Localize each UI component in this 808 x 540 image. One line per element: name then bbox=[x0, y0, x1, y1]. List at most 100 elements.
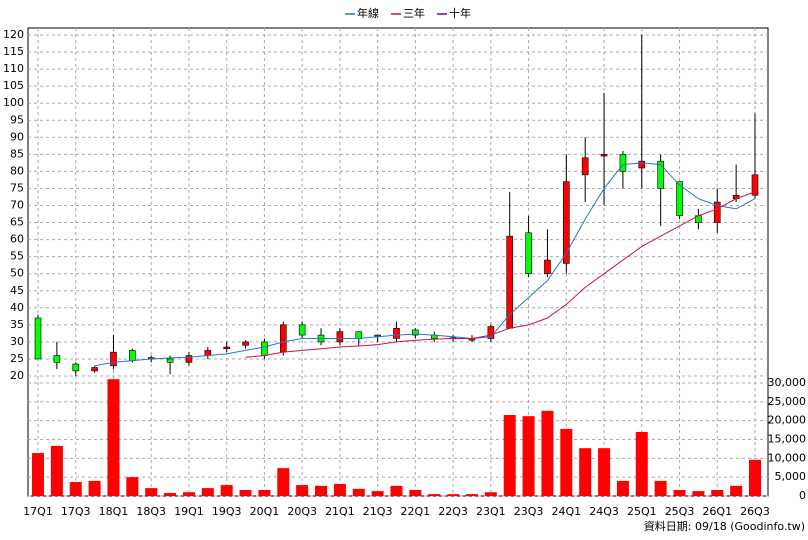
volume-bar bbox=[32, 453, 44, 496]
volume-bar bbox=[239, 489, 252, 496]
candle-body bbox=[223, 346, 230, 350]
candle-body bbox=[91, 367, 98, 372]
x-tick-label: 20Q3 bbox=[287, 505, 317, 518]
y-tick-label: 20 bbox=[10, 369, 24, 382]
y-tick-label: 55 bbox=[10, 250, 24, 263]
y-tick-label: 90 bbox=[10, 130, 24, 143]
candle-body bbox=[279, 324, 287, 353]
y2-tick-label: 0 bbox=[799, 489, 806, 502]
y-tick-label: 85 bbox=[10, 147, 24, 160]
volume-bar bbox=[220, 485, 233, 496]
ma-line bbox=[245, 191, 756, 358]
x-tick-label: 26Q3 bbox=[740, 505, 770, 518]
x-tick-label: 18Q1 bbox=[99, 505, 129, 518]
candle-body bbox=[298, 324, 306, 336]
x-tick-label: 17Q3 bbox=[61, 505, 91, 518]
candle-body bbox=[600, 154, 608, 157]
y-tick-label: 30 bbox=[10, 335, 24, 348]
x-tick-label: 17Q1 bbox=[23, 505, 53, 518]
volume-bar bbox=[730, 485, 743, 496]
volume-bar bbox=[88, 480, 101, 496]
candle-body bbox=[261, 341, 268, 356]
volume-bar bbox=[145, 488, 158, 496]
candle-body bbox=[72, 363, 80, 372]
candle-body bbox=[242, 341, 249, 346]
volume-bar bbox=[503, 415, 516, 496]
volume-bar bbox=[371, 491, 384, 496]
x-tick-label: 24Q1 bbox=[551, 505, 581, 518]
volume-bar bbox=[522, 416, 535, 496]
legend-label: 三年 bbox=[403, 6, 425, 20]
x-tick-label: 26Q1 bbox=[702, 505, 732, 518]
ma-line bbox=[94, 162, 756, 367]
y-tick-label: 45 bbox=[10, 284, 24, 297]
candle-body bbox=[657, 160, 664, 189]
volume-bar bbox=[390, 485, 403, 496]
volume-bar bbox=[447, 494, 460, 496]
volume-bar bbox=[673, 489, 686, 496]
plot-frame bbox=[27, 27, 769, 497]
volume-bar bbox=[201, 488, 214, 496]
volume-bar bbox=[352, 488, 365, 496]
volume-bar bbox=[277, 468, 290, 496]
volume-bar bbox=[107, 379, 120, 496]
y-tick-label: 110 bbox=[3, 62, 24, 75]
y-tick-label: 70 bbox=[10, 199, 24, 212]
x-tick-label: 25Q1 bbox=[627, 505, 657, 518]
y-tick-label: 80 bbox=[10, 164, 24, 177]
volume-bar bbox=[296, 485, 309, 496]
candle-body bbox=[393, 327, 400, 339]
candle-body bbox=[638, 160, 646, 169]
x-tick-label: 18Q3 bbox=[136, 505, 166, 518]
y-tick-label: 40 bbox=[10, 301, 24, 314]
x-tick-label: 23Q3 bbox=[514, 505, 544, 518]
y-tick-label: 115 bbox=[3, 45, 24, 58]
y-tick-label: 50 bbox=[10, 267, 24, 280]
candle-body bbox=[110, 351, 117, 367]
x-tick-label: 24Q3 bbox=[589, 505, 619, 518]
y2-tick-label: 10,000 bbox=[768, 451, 807, 464]
volume-bar bbox=[126, 477, 139, 496]
x-tick-label: 19Q1 bbox=[174, 505, 204, 518]
y-tick-label: 120 bbox=[3, 28, 24, 41]
candle-body bbox=[412, 329, 419, 336]
candle-body bbox=[336, 331, 344, 343]
y2-tick-label: 30,000 bbox=[768, 376, 807, 389]
x-tick-label: 20Q1 bbox=[250, 505, 280, 518]
volume-bar bbox=[409, 489, 422, 496]
volume-bar bbox=[315, 485, 328, 496]
legend-label: 年線 bbox=[357, 6, 379, 20]
candle-body bbox=[581, 157, 589, 176]
volume-bar bbox=[182, 492, 195, 496]
y-tick-label: 105 bbox=[3, 79, 24, 92]
volume-bar bbox=[50, 445, 63, 496]
candle-body bbox=[751, 174, 759, 196]
volume-bar bbox=[333, 483, 346, 496]
candle-body bbox=[53, 355, 61, 363]
x-tick-label: 22Q1 bbox=[401, 505, 431, 518]
x-tick-label: 23Q1 bbox=[476, 505, 506, 518]
volume-bar bbox=[749, 459, 761, 496]
y-tick-label: 95 bbox=[10, 113, 24, 126]
y-tick-label: 65 bbox=[10, 216, 24, 229]
candle-body bbox=[166, 358, 174, 363]
volume-bar bbox=[484, 492, 497, 496]
volume-bar bbox=[579, 448, 592, 496]
legend-label: 十年 bbox=[449, 6, 471, 20]
volume-bar bbox=[616, 480, 629, 496]
y-tick-label: 35 bbox=[10, 318, 24, 331]
volume-bar bbox=[654, 480, 667, 496]
x-tick-label: 22Q3 bbox=[438, 505, 468, 518]
x-tick-label: 21Q3 bbox=[363, 505, 393, 518]
x-tick-label: 25Q3 bbox=[665, 505, 695, 518]
candle-body bbox=[355, 331, 363, 339]
candle-body bbox=[676, 181, 683, 217]
volume-bar bbox=[465, 494, 478, 496]
y2-tick-label: 20,000 bbox=[768, 414, 807, 427]
x-tick-label: 19Q3 bbox=[212, 505, 242, 518]
candle-body bbox=[619, 154, 627, 172]
candle-body bbox=[713, 201, 721, 223]
y2-tick-label: 5,000 bbox=[775, 470, 807, 483]
candle-body bbox=[129, 350, 136, 361]
volume-bar bbox=[164, 492, 177, 496]
